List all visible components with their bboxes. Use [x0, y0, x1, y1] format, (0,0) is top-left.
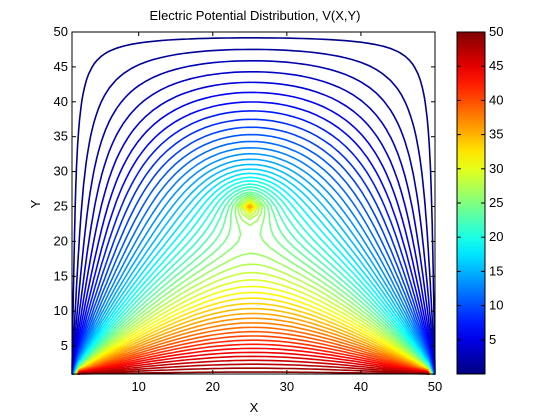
plot-frame	[71, 31, 436, 375]
x-tick-label-3: 40	[354, 379, 368, 394]
colorbar-tick-label-7: 40	[489, 92, 503, 107]
y-tick-label-0: 5	[61, 338, 68, 353]
y-tick-label-1: 10	[54, 303, 68, 318]
x-tick-label-2: 30	[280, 379, 294, 394]
colorbar-gradient	[457, 32, 485, 374]
colorbar-tick-label-0: 5	[489, 332, 496, 347]
x-tick-label-4: 50	[428, 379, 442, 394]
y-tick-label-8: 45	[54, 59, 68, 74]
x-axis-ticks: 10 20 30 40 50	[131, 32, 442, 394]
contour-lines	[71, 37, 436, 375]
x-tick-label-0: 10	[131, 379, 145, 394]
x-axis-title: X	[250, 400, 259, 415]
plot-area: 10 20 30 40 50 5 10 15 20 25 30 35 40 45 50	[54, 24, 443, 394]
colorbar-tick-label-1: 10	[489, 298, 503, 313]
y-tick-label-9: 50	[54, 24, 68, 39]
colorbar-tick-label-8: 45	[489, 58, 503, 73]
y-tick-label-3: 20	[54, 233, 68, 248]
chart-title: Electric Potential Distribution, V(X,Y)	[150, 8, 361, 23]
y-tick-label-5: 30	[54, 164, 68, 179]
colorbar: 5 10 15 20 25 30 35 40 45 50	[456, 24, 503, 375]
colorbar-tick-label-4: 25	[489, 195, 503, 210]
colorbar-tick-label-3: 20	[489, 229, 503, 244]
y-axis-ticks: 5 10 15 20 25 30 35 40 45 50	[54, 24, 435, 353]
x-tick-label-1: 20	[206, 379, 220, 394]
y-tick-label-6: 35	[54, 129, 68, 144]
colorbar-tick-label-9: 50	[489, 24, 503, 39]
colorbar-tick-label-2: 15	[489, 263, 503, 278]
colorbar-ticks: 5 10 15 20 25 30 35 40 45 50	[457, 24, 503, 347]
y-axis-title: Y	[28, 199, 43, 208]
colorbar-tick-label-5: 30	[489, 161, 503, 176]
colorbar-tick-label-6: 35	[489, 127, 503, 142]
y-tick-label-7: 40	[54, 94, 68, 109]
y-tick-label-2: 15	[54, 268, 68, 283]
y-tick-label-4: 25	[54, 198, 68, 213]
